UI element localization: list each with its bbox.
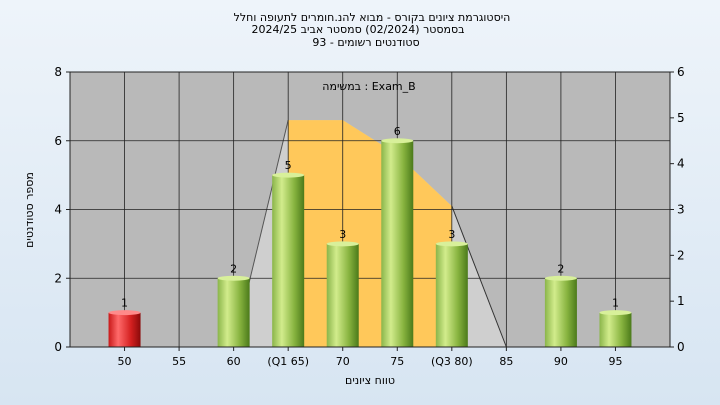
data-label: 2: [557, 262, 564, 275]
bar: [108, 312, 141, 347]
bar: [272, 175, 305, 347]
y-tick-label: 2: [54, 271, 62, 285]
bar-cap: [272, 172, 305, 178]
x-tick-label: 55: [172, 355, 186, 368]
y2-tick-label: 0: [677, 340, 685, 354]
chart-title-line-3: 93 - סטודנטים רשומים: [312, 36, 419, 49]
bar: [435, 243, 468, 347]
y2-tick-label: 4: [677, 157, 685, 171]
data-label: 6: [394, 125, 401, 138]
data-label: 1: [121, 297, 128, 310]
x-axis-label: טווח ציונים: [345, 374, 395, 387]
bar-cap: [381, 138, 414, 144]
chart-title-line-1: היסטוגרמת ציונים בקורס - מבוא להנ.חומרים…: [234, 11, 511, 24]
bar-cap: [544, 275, 577, 281]
bar: [381, 140, 414, 347]
y-tick-label: 8: [54, 65, 62, 79]
chart-annotation: במשימה : Exam_B: [322, 80, 415, 93]
x-tick-label: 85: [499, 355, 513, 368]
y2-tick-label: 5: [677, 111, 685, 125]
data-label: 5: [285, 159, 292, 172]
x-tick-label: 50: [118, 355, 132, 368]
x-tick-label: 60: [227, 355, 241, 368]
data-label: 2: [230, 262, 237, 275]
y-tick-label: 6: [54, 134, 62, 148]
x-tick-label: (Q3 80): [431, 355, 473, 368]
y2-tick-label: 3: [677, 203, 685, 217]
bar-cap: [326, 241, 359, 247]
bar: [544, 278, 577, 347]
chart-title-line-2: בסמסטר (02/2024) סמסטר אביב 2024/25: [251, 23, 464, 36]
bar-cap: [435, 241, 468, 247]
data-label: 3: [339, 228, 346, 241]
y-axis-label: מספר סטודנטים: [23, 172, 36, 248]
y-tick-label: 0: [54, 340, 62, 354]
x-tick-label: (Q1 65): [267, 355, 309, 368]
x-tick-label: 95: [608, 355, 622, 368]
y2-tick-label: 6: [677, 65, 685, 79]
bar: [326, 243, 359, 347]
x-tick-label: 75: [390, 355, 404, 368]
data-label: 1: [612, 297, 619, 310]
bar-cap: [217, 275, 250, 281]
bar-cap: [108, 310, 141, 316]
y2-tick-label: 1: [677, 294, 685, 308]
bar: [217, 278, 250, 347]
y-tick-label: 4: [54, 203, 62, 217]
x-tick-label: 90: [554, 355, 568, 368]
distribution-right-edge: [451, 205, 507, 348]
y2-tick-label: 2: [677, 248, 685, 262]
bar-cap: [599, 310, 632, 316]
x-tick-label: 70: [336, 355, 350, 368]
data-label: 3: [448, 228, 455, 241]
bar: [599, 312, 632, 347]
plot-area: 1 2 5 3 6 3 2 1 0 2 4 6 8 0 1 2 3 4 5 6 50 55 60 (Q1 65) 70 75 (Q3…: [54, 65, 684, 368]
